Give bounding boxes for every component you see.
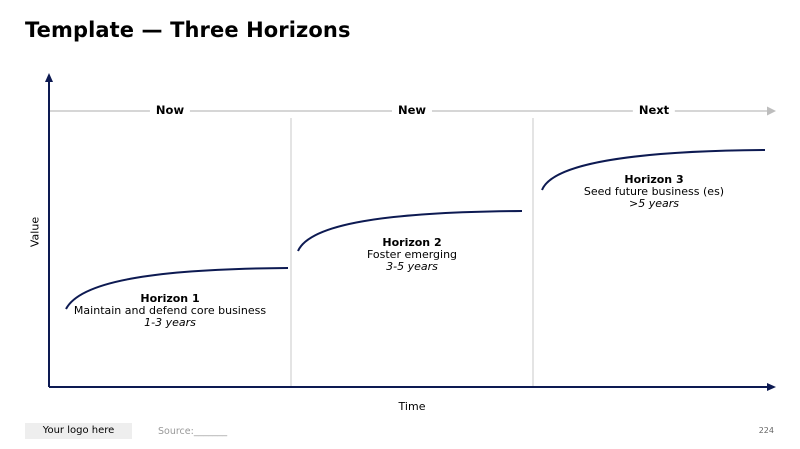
horizon-2-curve	[297, 210, 523, 252]
phase-timeline-arrowhead	[767, 106, 776, 116]
horizon-3-block: Horizon 3 Seed future business (es) >5 y…	[584, 174, 724, 210]
source-note: Source:_______	[158, 426, 228, 437]
horizon-3-description: Seed future business (es)	[583, 185, 725, 198]
phase-label-now: Now	[149, 103, 191, 117]
horizon-2-block: Horizon 2 Foster emerging 3-5 years	[367, 237, 457, 273]
horizon-2-description: Foster emerging	[366, 248, 458, 261]
page-title: Template — Three Horizons	[25, 18, 351, 42]
horizon-1-curve	[65, 267, 289, 310]
horizon-3-curve	[541, 149, 766, 191]
horizon-2-title: Horizon 2	[382, 236, 442, 249]
x-axis-label: Time	[398, 400, 426, 413]
horizon-1-block: Horizon 1 Maintain and defend core busin…	[74, 293, 266, 329]
x-axis-arrowhead	[767, 383, 776, 391]
logo-placeholder: Your logo here	[25, 423, 132, 439]
page-number: 224	[758, 426, 774, 435]
horizon-2-duration: 3-5 years	[386, 260, 438, 273]
y-axis-arrowhead	[45, 73, 53, 82]
y-axis-label: Value	[28, 216, 42, 248]
horizon-3-duration: >5 years	[629, 197, 679, 210]
phase-label-next: Next	[632, 103, 676, 117]
phase-label-new: New	[391, 103, 433, 117]
horizon-1-title: Horizon 1	[140, 292, 200, 305]
horizon-3-title: Horizon 3	[624, 173, 684, 186]
horizon-1-duration: 1-3 years	[144, 316, 196, 329]
horizon-1-description: Maintain and defend core business	[73, 304, 267, 317]
